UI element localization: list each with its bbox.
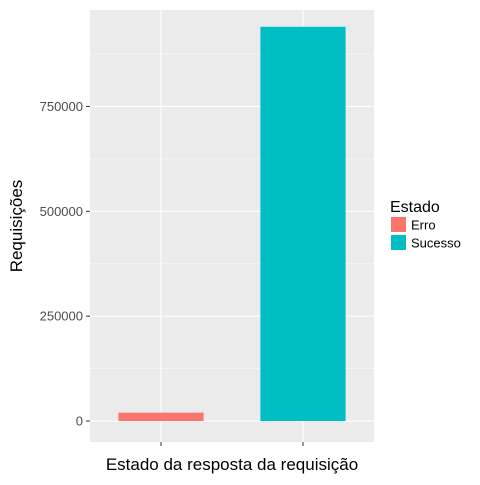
legend-key-sucesso bbox=[391, 235, 406, 250]
legend-title: Estado bbox=[390, 199, 440, 216]
y-axis-ticks: 0 250000 500000 750000 bbox=[40, 99, 90, 429]
y-tick-label: 250000 bbox=[40, 309, 83, 324]
legend-label-sucesso: Sucesso bbox=[411, 236, 461, 251]
legend-key-erro bbox=[391, 217, 406, 232]
legend-label-erro: Erro bbox=[411, 218, 436, 233]
x-axis-label: Estado da resposta da requisição bbox=[106, 455, 358, 474]
y-tick-label: 0 bbox=[76, 414, 83, 429]
x-axis-ticks bbox=[160, 442, 304, 446]
bar-erro bbox=[118, 412, 204, 422]
legend: Estado Erro Sucesso bbox=[390, 199, 461, 251]
bars bbox=[118, 26, 346, 422]
y-tick-label: 500000 bbox=[40, 204, 83, 219]
y-tick-label: 750000 bbox=[40, 99, 83, 114]
y-axis-label: Requisições bbox=[7, 180, 26, 273]
bar-sucesso bbox=[260, 26, 346, 422]
